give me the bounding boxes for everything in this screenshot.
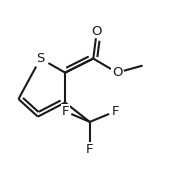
Text: F: F <box>112 105 119 118</box>
Text: S: S <box>36 52 45 65</box>
Text: F: F <box>86 143 93 156</box>
Text: O: O <box>112 66 122 79</box>
Text: O: O <box>92 25 102 38</box>
Text: F: F <box>61 105 69 118</box>
